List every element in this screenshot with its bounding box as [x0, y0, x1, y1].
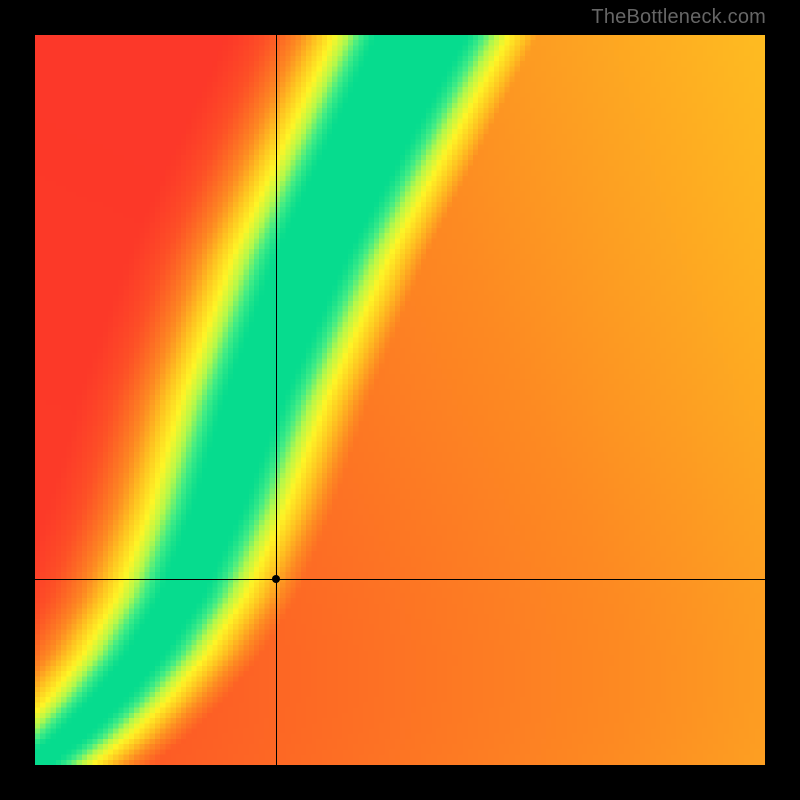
crosshair-vertical	[276, 35, 277, 765]
crosshair-point	[272, 575, 280, 583]
bottleneck-heatmap	[35, 35, 765, 765]
crosshair-horizontal	[35, 579, 765, 580]
watermark-text: TheBottleneck.com	[591, 6, 766, 29]
chart-container: TheBottleneck.com	[0, 0, 800, 800]
